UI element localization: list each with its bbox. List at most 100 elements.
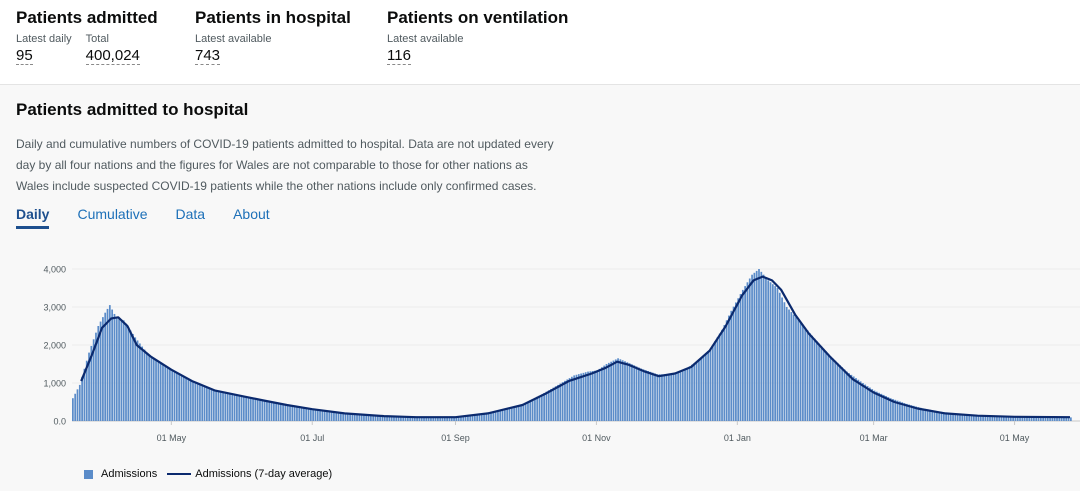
admissions-bar — [536, 396, 539, 421]
legend-item-7-day-average[interactable]: Admissions (7-day average) — [167, 468, 332, 480]
admissions-bar — [744, 286, 746, 421]
admissions-bar — [702, 355, 705, 421]
admissions-bar — [797, 319, 800, 421]
admissions-bar — [695, 361, 698, 421]
admissions-bar — [450, 416, 453, 421]
admissions-bar — [483, 413, 485, 421]
admissions-bar — [534, 397, 536, 421]
admissions-bar — [919, 407, 922, 421]
admissions-bar — [873, 390, 876, 421]
admissions-bar — [633, 365, 636, 421]
admissions-bar — [136, 340, 139, 421]
admissions-bar — [963, 414, 966, 421]
admissions-bar — [175, 372, 178, 421]
admissions-bar — [328, 411, 331, 421]
admissions-bar — [99, 321, 102, 421]
admissions-bar — [406, 417, 409, 421]
admissions-bar — [986, 415, 989, 421]
tab-cumulative[interactable]: Cumulative — [77, 206, 148, 222]
admissions-bar — [356, 414, 358, 421]
admissions-bar — [1021, 417, 1024, 421]
admissions-bar — [732, 306, 735, 421]
admissions-bar — [102, 317, 104, 421]
admissions-bar — [670, 374, 673, 421]
admissions-bar — [649, 371, 652, 421]
y-tick-label: 3,000 — [43, 303, 66, 313]
admissions-bar — [568, 378, 571, 421]
admissions-bar — [1053, 417, 1056, 421]
admissions-bar — [1046, 417, 1049, 421]
admissions-bar — [118, 319, 120, 421]
admissions-bar — [929, 409, 931, 421]
chart-tabs: Daily Cumulative Data About — [16, 205, 298, 229]
admissions-bar — [875, 391, 878, 421]
admissions-bar — [194, 382, 197, 421]
admissions-bar — [122, 320, 125, 421]
admissions-bar — [185, 377, 187, 421]
legend-label: Admissions — [101, 468, 158, 480]
tab-data[interactable]: Data — [175, 206, 206, 222]
admissions-bar — [834, 360, 837, 421]
chart-legend: Admissions Admissions (7-day average) — [84, 468, 342, 480]
admissions-bar — [390, 416, 393, 421]
admissions-bar — [499, 410, 502, 421]
admissions-bar — [291, 405, 294, 421]
admissions-bar — [210, 389, 213, 421]
admissions-bar — [698, 360, 700, 421]
admissions-bar — [490, 411, 492, 421]
admissions-bar — [617, 358, 619, 421]
admissions-bar — [376, 415, 379, 421]
admissions-bar — [621, 360, 624, 421]
admissions-bar — [707, 351, 710, 421]
admissions-bar — [189, 379, 192, 421]
admissions-bar — [815, 341, 818, 421]
admissions-bar — [413, 417, 416, 421]
admissions-bar — [841, 367, 844, 421]
admissions-bar — [272, 402, 275, 421]
stat-value-in-hospital[interactable]: 743 — [195, 47, 221, 65]
tab-about[interactable]: About — [233, 206, 270, 222]
admissions-bar — [596, 370, 599, 421]
admissions-bar — [626, 362, 629, 421]
stat-value-total[interactable]: 400,024 — [85, 47, 140, 65]
admissions-bar — [901, 402, 904, 421]
admissions-bar — [289, 405, 291, 421]
admissions-bar — [547, 390, 550, 421]
tab-daily[interactable]: Daily — [16, 205, 50, 229]
x-tick-label: 01 May — [1000, 433, 1030, 443]
legend-item-admissions[interactable]: Admissions — [84, 468, 157, 480]
admissions-bar — [439, 417, 442, 421]
admissions-bar — [480, 413, 483, 421]
admissions-bar — [905, 403, 908, 421]
stat-value-latest-daily[interactable]: 95 — [16, 47, 33, 65]
legend-swatch-line — [167, 473, 192, 475]
x-tick-label: 01 Mar — [860, 433, 888, 443]
admission-bars — [72, 269, 1072, 421]
admissions-bar — [972, 414, 975, 421]
admissions-bar — [975, 415, 978, 421]
admissions-bar — [242, 396, 245, 421]
admissions-bar — [157, 362, 160, 421]
admissions-bar — [554, 386, 557, 421]
admissions-bar — [1044, 417, 1047, 421]
stat-value-on-ventilation[interactable]: 116 — [387, 47, 411, 65]
admissions-bar — [1016, 416, 1019, 421]
admissions-bar — [113, 313, 116, 421]
admissions-bar — [1003, 416, 1005, 421]
x-axis: 01 May 01 Jul 01 Sep 01 Nov 01 Jan 01 Mar 01 M… — [157, 421, 1030, 443]
admissions-bar — [866, 386, 869, 421]
admissions-bar — [337, 412, 340, 421]
admissions-bar — [527, 401, 529, 421]
admissions-bar — [885, 396, 887, 421]
admissions-bar — [212, 389, 215, 421]
admissions-bar — [293, 406, 296, 421]
admissions-bar — [383, 416, 386, 421]
y-tick-label: 0.0 — [53, 417, 66, 427]
admissions-bar — [910, 405, 913, 421]
admissions-bar — [342, 413, 345, 421]
admissions-bar — [138, 343, 141, 421]
admissions-bar — [367, 415, 370, 421]
chart-card: Patients admitted to hospital Daily and … — [0, 84, 1080, 491]
admissions-bar — [409, 417, 412, 421]
admissions-bar — [746, 282, 749, 421]
